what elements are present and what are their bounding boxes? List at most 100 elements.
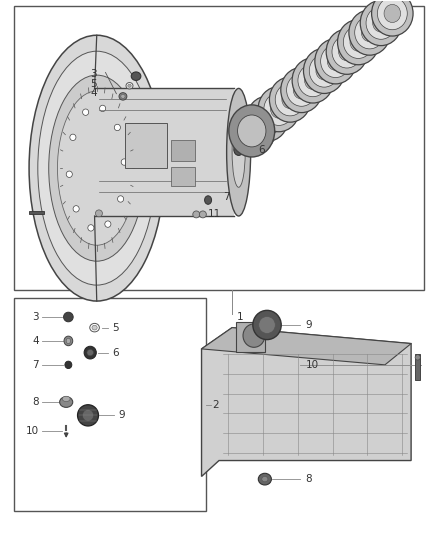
Ellipse shape xyxy=(384,4,401,22)
Ellipse shape xyxy=(205,196,212,204)
Ellipse shape xyxy=(253,310,281,340)
Ellipse shape xyxy=(315,39,357,84)
Ellipse shape xyxy=(90,324,99,332)
Text: 2: 2 xyxy=(212,400,219,410)
Ellipse shape xyxy=(83,109,88,115)
Ellipse shape xyxy=(373,14,389,32)
Text: 6: 6 xyxy=(258,144,265,155)
Ellipse shape xyxy=(326,29,367,74)
Ellipse shape xyxy=(105,221,111,227)
Bar xyxy=(95,88,234,216)
Bar xyxy=(171,140,195,161)
Ellipse shape xyxy=(84,346,96,359)
Ellipse shape xyxy=(92,325,97,330)
Ellipse shape xyxy=(65,361,72,368)
Ellipse shape xyxy=(70,134,76,141)
Text: 5: 5 xyxy=(90,79,97,89)
Text: 3: 3 xyxy=(32,312,39,322)
Ellipse shape xyxy=(304,71,321,90)
Ellipse shape xyxy=(275,83,305,116)
Ellipse shape xyxy=(292,58,334,103)
Ellipse shape xyxy=(258,473,272,485)
Text: 8: 8 xyxy=(32,397,39,407)
Ellipse shape xyxy=(82,409,94,421)
Ellipse shape xyxy=(360,1,402,46)
Ellipse shape xyxy=(304,49,345,93)
Ellipse shape xyxy=(78,405,99,426)
Ellipse shape xyxy=(62,396,70,401)
Ellipse shape xyxy=(371,0,413,36)
Ellipse shape xyxy=(339,43,355,61)
Ellipse shape xyxy=(258,86,300,132)
Ellipse shape xyxy=(321,45,350,78)
Ellipse shape xyxy=(259,317,276,334)
Text: 1: 1 xyxy=(237,312,243,322)
Ellipse shape xyxy=(234,144,244,156)
Ellipse shape xyxy=(350,33,367,51)
Polygon shape xyxy=(201,328,411,477)
Ellipse shape xyxy=(66,171,72,177)
Text: 7: 7 xyxy=(223,192,230,203)
Bar xyxy=(125,123,166,168)
Ellipse shape xyxy=(57,91,136,245)
Ellipse shape xyxy=(241,112,271,144)
Ellipse shape xyxy=(343,26,373,59)
Text: 8: 8 xyxy=(305,474,312,484)
Ellipse shape xyxy=(128,84,131,87)
Ellipse shape xyxy=(126,83,133,89)
Text: 4: 4 xyxy=(32,336,39,346)
Ellipse shape xyxy=(88,225,94,231)
Ellipse shape xyxy=(64,336,73,346)
Ellipse shape xyxy=(193,211,200,218)
Ellipse shape xyxy=(237,115,266,147)
Text: 10: 10 xyxy=(305,360,318,370)
Ellipse shape xyxy=(355,17,385,49)
Ellipse shape xyxy=(338,20,379,64)
Bar xyxy=(14,6,424,290)
Ellipse shape xyxy=(293,81,310,99)
Ellipse shape xyxy=(259,110,276,128)
Ellipse shape xyxy=(243,324,265,348)
Ellipse shape xyxy=(66,338,71,344)
Ellipse shape xyxy=(64,312,73,322)
Ellipse shape xyxy=(264,93,294,125)
Ellipse shape xyxy=(253,102,283,135)
Ellipse shape xyxy=(366,7,396,39)
Ellipse shape xyxy=(349,10,390,55)
Ellipse shape xyxy=(131,72,141,80)
Bar xyxy=(237,322,265,352)
Ellipse shape xyxy=(327,52,344,70)
Text: 6: 6 xyxy=(112,348,119,358)
Ellipse shape xyxy=(29,35,164,301)
Ellipse shape xyxy=(247,96,288,141)
Ellipse shape xyxy=(73,206,79,212)
Text: 7: 7 xyxy=(32,360,39,370)
Ellipse shape xyxy=(361,23,378,42)
Ellipse shape xyxy=(99,105,106,111)
Ellipse shape xyxy=(248,119,265,138)
Ellipse shape xyxy=(226,88,251,216)
Text: 10: 10 xyxy=(26,426,39,437)
Text: 9: 9 xyxy=(119,410,125,421)
Text: 11: 11 xyxy=(208,209,221,220)
Bar xyxy=(29,211,44,214)
Ellipse shape xyxy=(378,0,407,30)
Ellipse shape xyxy=(121,159,127,165)
Ellipse shape xyxy=(262,477,268,482)
Text: 4: 4 xyxy=(90,88,97,98)
Polygon shape xyxy=(201,328,411,365)
Text: 3: 3 xyxy=(90,69,97,79)
Ellipse shape xyxy=(282,91,298,109)
Ellipse shape xyxy=(49,75,145,261)
Ellipse shape xyxy=(119,93,127,100)
Text: 5: 5 xyxy=(112,322,119,333)
Ellipse shape xyxy=(286,74,316,106)
Ellipse shape xyxy=(271,100,287,118)
Ellipse shape xyxy=(199,211,206,218)
Ellipse shape xyxy=(269,77,311,122)
Bar xyxy=(416,354,420,379)
Ellipse shape xyxy=(415,355,420,360)
Ellipse shape xyxy=(229,105,275,157)
Ellipse shape xyxy=(298,64,328,96)
Ellipse shape xyxy=(121,94,125,99)
